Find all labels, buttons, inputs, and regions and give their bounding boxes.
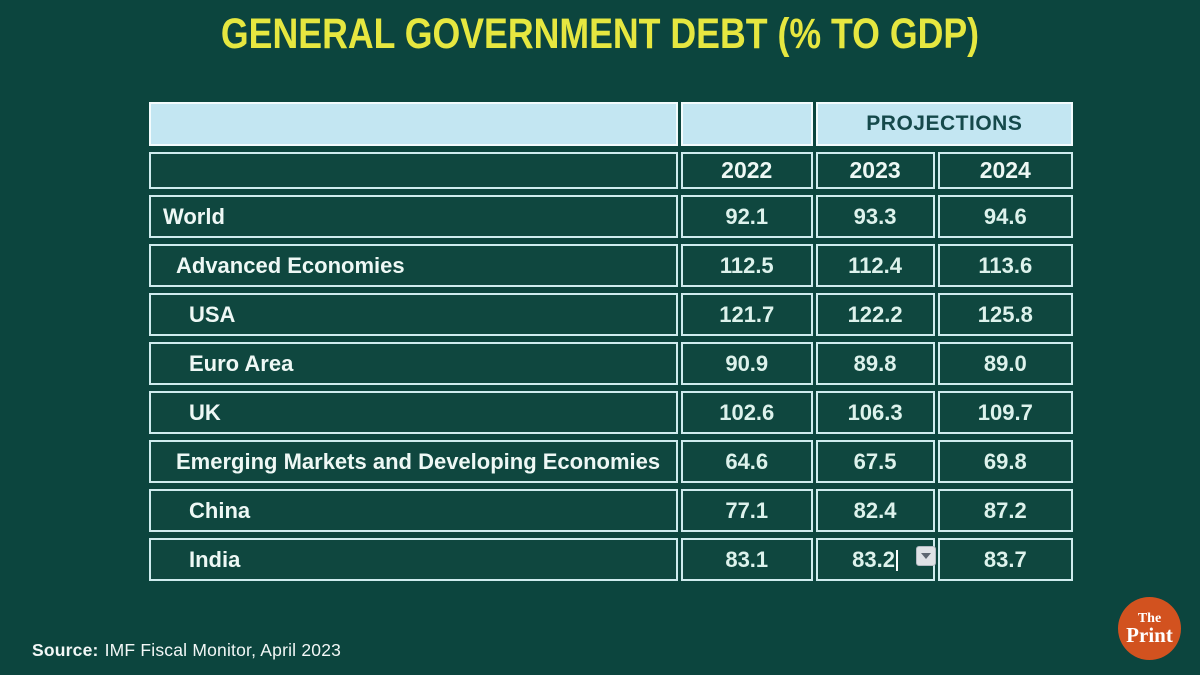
table-row: World 92.1 93.3 94.6: [149, 195, 1073, 238]
value-cell: 113.6: [937, 244, 1073, 287]
value-text: 83.1: [725, 546, 769, 572]
value-cell: 106.3: [815, 391, 935, 434]
value-cell: 112.5: [680, 244, 813, 287]
logo-line2: Print: [1126, 622, 1173, 647]
value-cell: 64.6: [680, 440, 813, 483]
table-row: Advanced Economies 112.5 112.4 113.6: [149, 244, 1073, 287]
value-text: 83.7: [983, 546, 1027, 572]
value-text: 77.1: [725, 497, 769, 523]
value-text: 89.8: [853, 350, 897, 376]
year-header-2024: 2024: [937, 152, 1073, 189]
value-cell: 83.7: [937, 538, 1073, 581]
value-text: 113.6: [978, 252, 1033, 278]
table-row: Euro Area 90.9 89.8 89.0: [149, 342, 1073, 385]
value-cell: 89.0: [937, 342, 1073, 385]
value-cell: 82.4: [815, 489, 935, 532]
value-cell: 83.1: [680, 538, 813, 581]
value-text: 67.5: [853, 448, 897, 474]
triangle-down-icon: [921, 553, 931, 559]
page-title: GENERAL GOVERNMENT DEBT (% TO GDP): [220, 10, 980, 58]
value-cell: 67.5: [815, 440, 935, 483]
value-cell: 77.1: [680, 489, 813, 532]
projections-header: PROJECTIONS: [815, 102, 1073, 146]
source-note: Source: IMF Fiscal Monitor, April 2023: [32, 640, 341, 661]
value-cell: 109.7: [937, 391, 1073, 434]
value-text: 112.5: [719, 252, 774, 278]
value-text: 122.2: [847, 301, 903, 327]
value-text: 125.8: [977, 301, 1033, 327]
row-label-cell: India: [149, 538, 678, 581]
years-spacer-cell: [149, 152, 678, 189]
logo-line1: The: [1137, 610, 1162, 626]
value-cell: 89.8: [815, 342, 935, 385]
value-text: 112.4: [848, 252, 903, 278]
table-row: UK 102.6 106.3 109.7: [149, 391, 1073, 434]
value-cell: 102.6: [680, 391, 813, 434]
source-text: IMF Fiscal Monitor, April 2023: [104, 640, 342, 660]
value-cell: 121.7: [680, 293, 813, 336]
value-cell: 93.3: [815, 195, 935, 238]
value-cell: 69.8: [937, 440, 1073, 483]
value-text: 94.6: [983, 203, 1027, 229]
value-text: 82.4: [853, 497, 897, 523]
value-text: 92.1: [725, 203, 769, 229]
header-spacer-cell-2022: [680, 102, 813, 146]
value-cell: 90.9: [680, 342, 813, 385]
value-cell: 92.1: [680, 195, 813, 238]
row-label-cell: USA: [149, 293, 678, 336]
value-text: 106.3: [847, 399, 903, 425]
table-row: India 83.1 83.2 83.7: [149, 538, 1073, 581]
value-text: 89.0: [983, 350, 1027, 376]
value-cell: 112.4: [815, 244, 935, 287]
row-label-cell: China: [149, 489, 678, 532]
row-label-cell: World: [149, 195, 678, 238]
year-header-2022: 2022: [680, 152, 813, 189]
table-row: USA 121.7 122.2 125.8: [149, 293, 1073, 336]
value-text: 109.7: [977, 399, 1033, 425]
header-spacer-cell: [149, 102, 678, 146]
value-cell: 122.2: [815, 293, 935, 336]
row-label-cell: Emerging Markets and Developing Economie…: [149, 440, 678, 483]
table-row: China 77.1 82.4 87.2: [149, 489, 1073, 532]
text-cursor-icon: [896, 549, 898, 571]
projections-header-row: PROJECTIONS: [149, 102, 1073, 146]
value-text: 64.6: [725, 448, 769, 474]
row-label-cell: Euro Area: [149, 342, 678, 385]
value-text: 102.6: [719, 399, 775, 425]
table-row: Emerging Markets and Developing Economie…: [149, 440, 1073, 483]
value-cell: 94.6: [937, 195, 1073, 238]
dropdown-icon[interactable]: [916, 546, 936, 566]
years-header-row: 2022 2023 2024: [149, 152, 1073, 189]
value-text: 69.8: [983, 448, 1027, 474]
theprint-logo: The Print: [1118, 597, 1181, 660]
value-text: 90.9: [725, 350, 769, 376]
value-text: 93.3: [853, 203, 897, 229]
editing-cell[interactable]: 83.2: [815, 538, 935, 581]
value-text: 83.2: [852, 546, 895, 572]
value-cell: 125.8: [937, 293, 1073, 336]
value-text: 121.7: [719, 301, 775, 327]
value-cell: 87.2: [937, 489, 1073, 532]
row-label-cell: Advanced Economies: [149, 244, 678, 287]
value-text: 87.2: [983, 497, 1027, 523]
row-label-cell: UK: [149, 391, 678, 434]
debt-table: PROJECTIONS 2022 2023 2024 World 92.1 93.3…: [146, 96, 1076, 587]
table-body: World 92.1 93.3 94.6 Advanced Economies 112.5…: [149, 195, 1073, 581]
source-label: Source:: [32, 640, 99, 660]
year-header-2023: 2023: [815, 152, 935, 189]
